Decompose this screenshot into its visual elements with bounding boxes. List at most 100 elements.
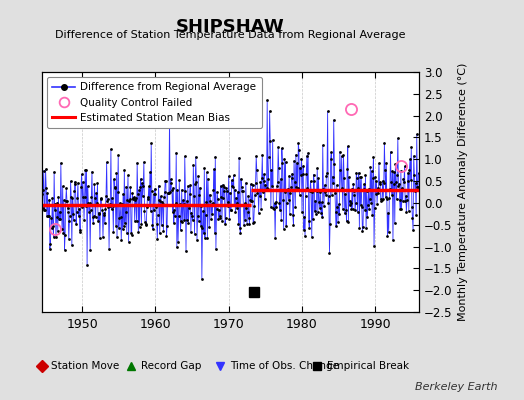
Text: Berkeley Earth: Berkeley Earth	[416, 382, 498, 392]
Point	[268, 182, 276, 189]
Point	[292, 152, 300, 158]
Point	[76, 229, 84, 236]
Point	[152, 204, 160, 210]
Point	[48, 225, 56, 231]
Point	[277, 216, 286, 223]
Point	[307, 178, 315, 184]
Point	[234, 220, 243, 227]
Point	[119, 191, 127, 198]
Point	[401, 198, 409, 204]
Point	[172, 149, 180, 156]
Point	[112, 170, 121, 176]
Point	[72, 221, 80, 227]
Point	[134, 191, 142, 198]
Point	[316, 210, 325, 216]
Point	[274, 179, 282, 185]
Point	[275, 200, 283, 206]
Point	[57, 202, 66, 208]
Point	[319, 142, 327, 148]
Point	[92, 214, 100, 220]
Point	[344, 143, 352, 150]
Point	[308, 189, 316, 195]
Point	[133, 160, 141, 166]
Point	[320, 182, 329, 188]
Point	[207, 216, 215, 222]
Point	[390, 169, 398, 176]
Point	[374, 185, 382, 191]
Text: 1980: 1980	[286, 318, 318, 332]
Point	[267, 167, 276, 173]
Point	[347, 200, 355, 206]
Point	[234, 188, 242, 195]
Point	[185, 190, 194, 197]
Point	[259, 189, 267, 196]
Point	[145, 183, 153, 190]
Point	[97, 196, 105, 202]
Point	[400, 163, 409, 170]
Point	[356, 202, 365, 208]
Point	[320, 202, 328, 209]
Point	[217, 194, 226, 200]
Point	[341, 191, 350, 197]
Point	[396, 197, 404, 204]
Point	[410, 153, 418, 159]
Point	[57, 160, 65, 166]
Point	[253, 190, 261, 197]
Point	[152, 221, 161, 228]
Point	[233, 200, 242, 206]
Point	[132, 195, 140, 202]
Point	[194, 173, 202, 180]
Point	[279, 226, 288, 232]
Point	[252, 180, 260, 186]
Point	[185, 204, 193, 211]
Point	[111, 185, 119, 191]
Point	[177, 218, 185, 224]
Point	[160, 194, 168, 200]
Point	[266, 138, 275, 144]
Point	[115, 215, 124, 221]
Point	[205, 192, 214, 198]
Point	[96, 235, 104, 242]
Point	[359, 224, 367, 230]
Point	[235, 225, 244, 231]
Point	[176, 226, 184, 233]
Point	[231, 186, 239, 193]
Point	[104, 196, 112, 202]
Point	[180, 217, 188, 223]
Point	[135, 224, 144, 230]
Point	[160, 189, 169, 196]
Point	[53, 228, 62, 234]
Point	[263, 97, 271, 104]
Point	[308, 234, 316, 240]
Point	[281, 158, 290, 165]
Point	[403, 178, 412, 184]
Point	[53, 199, 61, 206]
Point	[220, 184, 228, 190]
Point	[96, 195, 105, 202]
Point	[98, 207, 106, 214]
Point	[61, 198, 70, 204]
Point	[385, 229, 393, 236]
Point	[106, 200, 114, 207]
Point	[38, 191, 46, 197]
Point	[139, 183, 147, 190]
Point	[99, 234, 107, 240]
Point	[391, 161, 400, 167]
Point	[314, 209, 322, 215]
Point	[70, 217, 78, 224]
Point	[40, 207, 49, 214]
Point	[198, 276, 206, 282]
Point	[133, 218, 141, 224]
Point	[215, 213, 224, 220]
Point	[182, 198, 191, 204]
Point	[49, 234, 58, 240]
Point	[225, 215, 234, 222]
Point	[109, 228, 117, 235]
Point	[110, 176, 118, 182]
Point	[39, 167, 48, 174]
Point	[178, 218, 187, 225]
Point	[368, 212, 376, 219]
Point	[211, 230, 219, 236]
Point	[337, 153, 346, 160]
Point	[50, 207, 59, 214]
